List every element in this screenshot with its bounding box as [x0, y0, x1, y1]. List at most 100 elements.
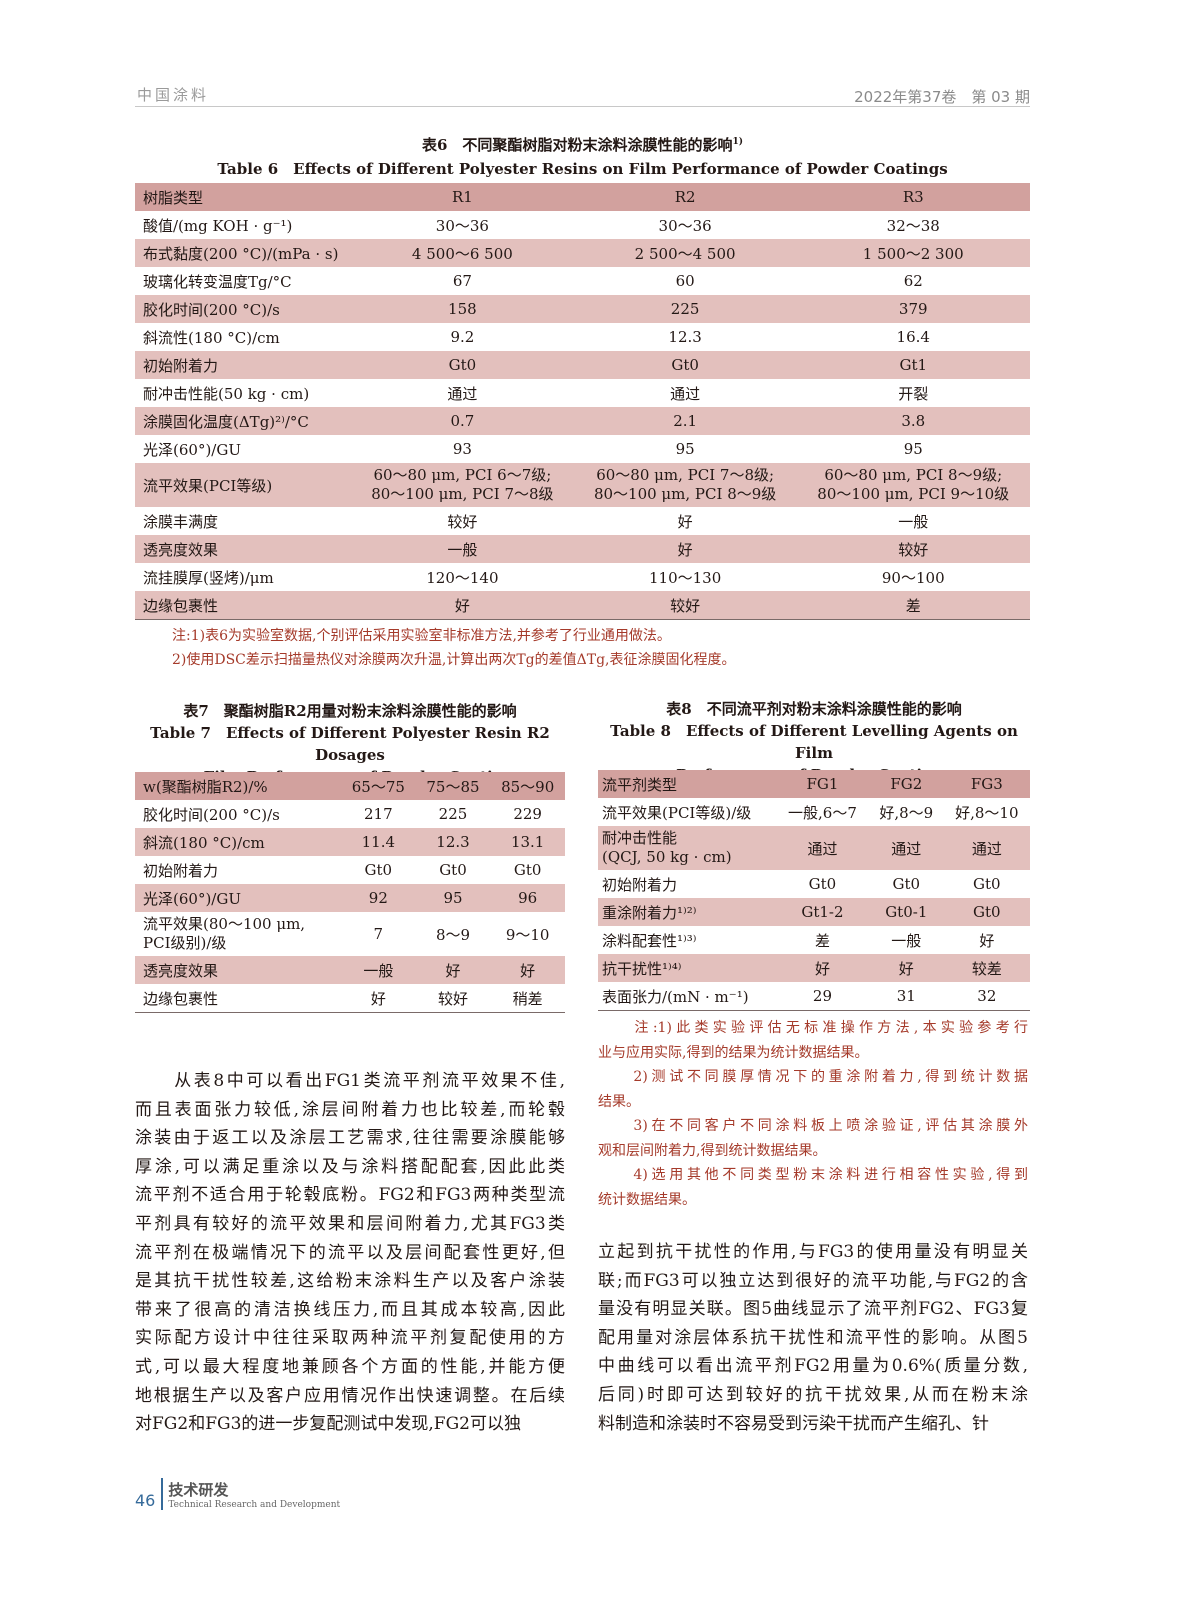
table-cell: 树脂类型	[135, 183, 351, 211]
table-row: 初始附着力 Gt0 Gt0 Gt1	[135, 351, 1030, 379]
text-line: 2)测试不同膜厚情况下的重涂附着力,得到统计数据	[598, 1069, 1028, 1085]
text-line: 而且表面张力较低,涂层间附着力也比较差,而轮毂	[135, 1099, 565, 1120]
table-cell: Gt0	[351, 351, 574, 379]
table-cell: 差	[814, 931, 830, 950]
table-header-row: 流平剂类型 FG1 FG2 FG3	[598, 770, 1030, 798]
table-row: 流平效果(PCI等级) 60～80 μm, PCI 6～7级; 80～100 μm,…	[135, 463, 1030, 507]
table-cell: 好	[573, 535, 797, 563]
table-cell: 较好	[447, 512, 478, 531]
table-header-row: w(聚酯树脂R2)/% 65～75 75～85 85～90	[135, 772, 565, 800]
table-cell: 胶化时间(200 °C)/s	[135, 295, 351, 323]
text-line: 料制造和涂装时不容易受到污染干扰而产生缩孔、针	[598, 1413, 989, 1434]
text-line: 厚涂,可以满足重涂以及与涂料搭配配套,因此此类	[135, 1156, 565, 1177]
table-cell: 酸值/(mg KOH · g⁻¹)	[143, 216, 293, 235]
table-cell: 稍差	[512, 989, 543, 1008]
table-cell: 较好	[796, 535, 1030, 563]
text-line: 统计数据结果。	[598, 1191, 696, 1208]
table6: 树脂类型 R1 R2 R3 酸值/(mg KOH · g⁻¹) 30～36 30～36 32～…	[135, 183, 1030, 620]
table-cell: 一般	[351, 535, 574, 563]
table-cell: 32	[977, 987, 997, 1005]
table-cell: 11.4	[341, 828, 416, 856]
table-row: 流平效果(PCI等级)/级 一般,6～7 好,8～9 好,8～10	[598, 798, 1030, 826]
table6-note-2: 2)使用DSC差示扫描量热仪对涂膜两次升温,计算出两次Tg的差值ΔTg,表征涂膜…	[172, 652, 736, 668]
table-cell: 耐冲击性能(50 kg · cm)	[143, 384, 310, 403]
text-line: 流平剂不适合用于轮毂底粉。FG2和FG3两种类型流	[135, 1185, 565, 1206]
text-line: 对FG2和FG3的进一步复配测试中发现,FG2可以独	[135, 1414, 521, 1435]
table-row: 斜流性(180 °C)/cm 9.2 12.3 16.4	[135, 323, 1030, 351]
table-cell: R2	[573, 183, 797, 211]
table-cell: 60～80 μm, PCI 6～7级; 80～100 μm, PCI 7～8级	[351, 463, 574, 507]
table-cell: 边缘包裹性	[135, 591, 351, 620]
table7-title-en: Table 7 Effects of Different Polyester R…	[150, 724, 550, 764]
text-line: 带来了很高的清洁换线压力,而且其成本较高,因此	[135, 1299, 565, 1320]
table-cell: 30～36	[658, 216, 712, 235]
table-cell: 边缘包裹性	[143, 989, 219, 1008]
table-cell: 一般	[341, 956, 416, 984]
text-line: 后同)时即可达到较好的抗干扰效果,从而在粉末涂	[598, 1384, 1028, 1405]
table-cell: 30～36	[435, 216, 489, 235]
table-cell: 110～130	[648, 568, 722, 587]
table-cell: 光泽(60°)/GU	[143, 440, 241, 459]
text-line: 地根据生产以及客户应用情况作出快速调整。在后续	[135, 1385, 565, 1406]
table-cell: 涂膜丰满度	[143, 512, 219, 531]
table-cell: 8～9	[435, 925, 471, 944]
table-row: 耐冲击性能(50 kg · cm) 通过 通过 开裂	[135, 379, 1030, 407]
table-cell: 好	[776, 954, 869, 982]
table-cell: 9～10	[505, 925, 550, 944]
text-line: 量没有明显关联。图5曲线显示了流平剂FG2、FG3复	[598, 1299, 1028, 1320]
table-cell: 12.3	[415, 828, 491, 856]
table-cell: 初始附着力	[602, 875, 678, 894]
table8-notes: 注:1)此类实验评估无标准操作方法,本实验参考行 业与应用实际,得到的结果为统计数…	[598, 1016, 1028, 1212]
table-cell: 透亮度效果	[135, 956, 341, 984]
table6-title-cn: 表6 不同聚酯树脂对粉末涂料涂膜性能的影响	[422, 136, 733, 154]
table-cell: 90～100	[881, 568, 945, 587]
table8-title-en: Table 8 Effects of Different Levelling A…	[610, 722, 1018, 762]
table-cell: 好	[490, 956, 565, 984]
table8: 流平剂类型 FG1 FG2 FG3 流平效果(PCI等级)/级 一般,6～7 好,8～9 好,…	[598, 770, 1030, 1011]
page-number: 46	[135, 1491, 156, 1510]
text-line: 平剂具有较好的流平效果和层间附着力,尤其FG3类	[135, 1213, 565, 1234]
table-cell: 16.4	[896, 328, 930, 346]
table-cell: 32～38	[886, 216, 940, 235]
table-cell: Gt1-2	[776, 898, 869, 926]
text-line: 注:1)此类实验评估无标准操作方法,本实验参考行	[598, 1020, 1028, 1036]
table-cell: 通过	[776, 826, 869, 870]
table-header-row: 树脂类型 R1 R2 R3	[135, 183, 1030, 211]
table6-notes: 注:1)表6为实验室数据,个别评估采用实验室非标准方法,并参考了行业通用做法。 …	[172, 624, 736, 672]
table-cell: 75～85	[415, 772, 491, 800]
table-cell: 通过	[447, 384, 478, 403]
table-cell: 一般,6～7	[788, 803, 857, 822]
table8-title-cn: 表8 不同流平剂对粉末涂料涂膜性能的影响	[666, 700, 962, 718]
table-row: 边缘包裹性好较好差	[135, 591, 1030, 620]
table-cell: 开裂	[898, 384, 929, 403]
table-cell: 93	[452, 440, 472, 458]
table-cell: 好,8～10	[955, 803, 1019, 822]
table7-title-cn: 表7 聚酯树脂R2用量对粉末涂料涂膜性能的影响	[183, 702, 517, 720]
text-line: 结果。	[598, 1093, 640, 1110]
text-line: 联;而FG3可以独立达到很好的流平功能,与FG2的含	[598, 1270, 1028, 1291]
table-cell: 3.8	[796, 407, 1030, 435]
table-row: 涂膜固化温度(ΔTg)²⁾/°C 0.7 2.1 3.8	[135, 407, 1030, 435]
text-line: 式,可以最大程度地兼顾各个方面的性能,并能方便	[135, 1356, 565, 1377]
table-cell: 158	[351, 295, 574, 323]
table-cell: 流平效果(PCI等级)	[135, 463, 351, 507]
table-row: 斜流(180 °C)/cm 11.4 12.3 13.1	[135, 828, 565, 856]
table-cell: w(聚酯树脂R2)/%	[135, 772, 341, 800]
journal-name: 中国涂料	[137, 86, 210, 104]
text-line: 涂装由于返工以及涂层工艺需求,往往需要涂膜能够	[135, 1128, 565, 1149]
table-cell: 较好	[573, 591, 797, 620]
table-cell: 流挂膜厚(竖烤)/μm	[143, 568, 274, 587]
table-row: 初始附着力 Gt0 Gt0 Gt0	[598, 870, 1030, 898]
table6-title-en: Table 6 Effects of Different Polyester R…	[217, 160, 948, 178]
table-cell: Gt0	[439, 861, 467, 879]
table6-caption: 表6 不同聚酯树脂对粉末涂料涂膜性能的影响1) Table 6 Effects …	[135, 130, 1030, 181]
table-cell: 耐冲击性能 (QCJ, 50 kg · cm)	[598, 826, 776, 870]
table-cell: 涂膜固化温度(ΔTg)²⁾/°C	[135, 407, 351, 435]
table-cell: 通过	[943, 826, 1030, 870]
text-line: 是其抗干扰性较差,这给粉末涂料生产以及客户涂装	[135, 1271, 565, 1292]
table-cell: 95	[675, 440, 695, 458]
table-cell: Gt0	[943, 898, 1030, 926]
table-cell: 斜流(180 °C)/cm	[135, 828, 341, 856]
text-line: 3)在不同客户不同涂料板上喷涂验证,评估其涂膜外	[598, 1118, 1028, 1134]
table-cell: 0.7	[351, 407, 574, 435]
